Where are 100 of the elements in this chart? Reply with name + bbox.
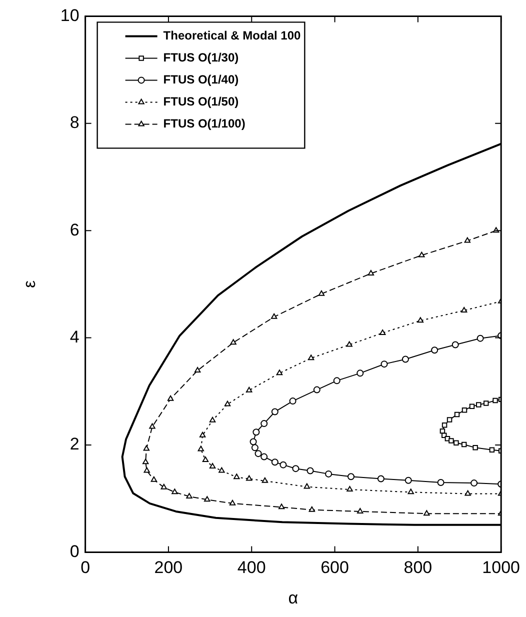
- x-tick-label: 200: [154, 558, 183, 578]
- point: [484, 400, 489, 406]
- point: [229, 500, 236, 506]
- y-tick-label: 10: [60, 6, 80, 25]
- point: [251, 444, 258, 452]
- point: [418, 252, 425, 258]
- point: [380, 360, 388, 368]
- point: [464, 490, 471, 496]
- point: [379, 329, 386, 335]
- point: [289, 398, 296, 405]
- x-tick-label: 400: [237, 558, 266, 578]
- point: [198, 446, 204, 452]
- point: [144, 467, 150, 473]
- point: [167, 395, 174, 401]
- y-tick-label: 0: [70, 542, 80, 561]
- point: [143, 445, 150, 451]
- point: [246, 386, 252, 392]
- legend-label: FTUS O(1/30): [163, 50, 239, 65]
- point: [325, 470, 332, 478]
- point: [194, 366, 201, 372]
- point: [461, 442, 467, 448]
- x-tick-label: 800: [404, 558, 432, 578]
- x-axis-title: α: [288, 588, 298, 608]
- x-tick-label: 600: [320, 558, 349, 578]
- x-tick-label: 1000: [482, 558, 520, 578]
- point: [404, 476, 412, 484]
- point: [452, 341, 459, 348]
- point: [460, 306, 468, 312]
- point: [462, 408, 468, 413]
- point: [346, 486, 353, 492]
- legend-label: Theoretical & Modal 100: [163, 28, 302, 43]
- point: [199, 432, 206, 438]
- point: [357, 508, 364, 514]
- point: [271, 408, 278, 416]
- point: [250, 438, 257, 446]
- point: [218, 467, 225, 473]
- point: [260, 453, 268, 460]
- point: [368, 270, 374, 276]
- point: [472, 445, 478, 450]
- point: [209, 416, 216, 422]
- point: [469, 404, 475, 410]
- legend-label: FTUS O(1/100): [163, 116, 246, 131]
- point: [347, 473, 354, 480]
- point: [224, 400, 231, 406]
- point: [356, 370, 364, 377]
- point: [304, 483, 310, 489]
- point: [278, 504, 285, 510]
- point: [308, 354, 314, 360]
- point: [377, 475, 384, 482]
- y-tick-label: 8: [70, 113, 80, 132]
- point: [476, 402, 482, 408]
- point: [270, 313, 278, 319]
- point: [262, 477, 268, 483]
- point: [333, 377, 340, 384]
- point: [454, 412, 460, 418]
- point: [202, 456, 209, 462]
- point: [280, 461, 287, 468]
- point: [402, 356, 409, 363]
- point: [292, 465, 300, 472]
- point: [230, 339, 236, 345]
- legend-label: FTUS O(1/50): [163, 94, 239, 109]
- point: [172, 488, 178, 494]
- point: [186, 492, 192, 498]
- point: [260, 420, 268, 428]
- y-tick-label: 2: [70, 434, 80, 454]
- y-axis-title: ε: [20, 280, 39, 288]
- legend-label: FTUS O(1/40): [163, 72, 239, 87]
- point: [431, 346, 438, 354]
- point: [252, 428, 260, 436]
- point: [476, 334, 484, 342]
- point: [318, 290, 325, 296]
- point: [446, 417, 452, 422]
- point: [271, 458, 278, 466]
- point: [313, 386, 320, 394]
- point: [442, 422, 448, 428]
- point: [408, 488, 414, 494]
- point: [160, 484, 167, 490]
- point: [346, 341, 352, 347]
- point: [150, 476, 158, 482]
- point: [448, 438, 454, 444]
- point: [454, 440, 459, 446]
- point: [306, 467, 314, 474]
- point: [437, 479, 444, 486]
- point: [209, 462, 216, 468]
- point: [234, 474, 240, 480]
- point: [149, 423, 156, 429]
- point: [417, 317, 424, 323]
- y-tick-label: 6: [70, 220, 80, 240]
- point: [470, 480, 478, 487]
- point: [464, 237, 471, 243]
- point: [276, 370, 283, 376]
- point: [308, 506, 316, 512]
- point: [246, 475, 252, 481]
- point: [489, 447, 495, 452]
- point: [424, 510, 430, 516]
- point: [254, 450, 262, 458]
- y-tick-label: 4: [70, 327, 80, 346]
- point: [142, 458, 149, 464]
- point: [492, 398, 498, 404]
- point: [204, 496, 210, 502]
